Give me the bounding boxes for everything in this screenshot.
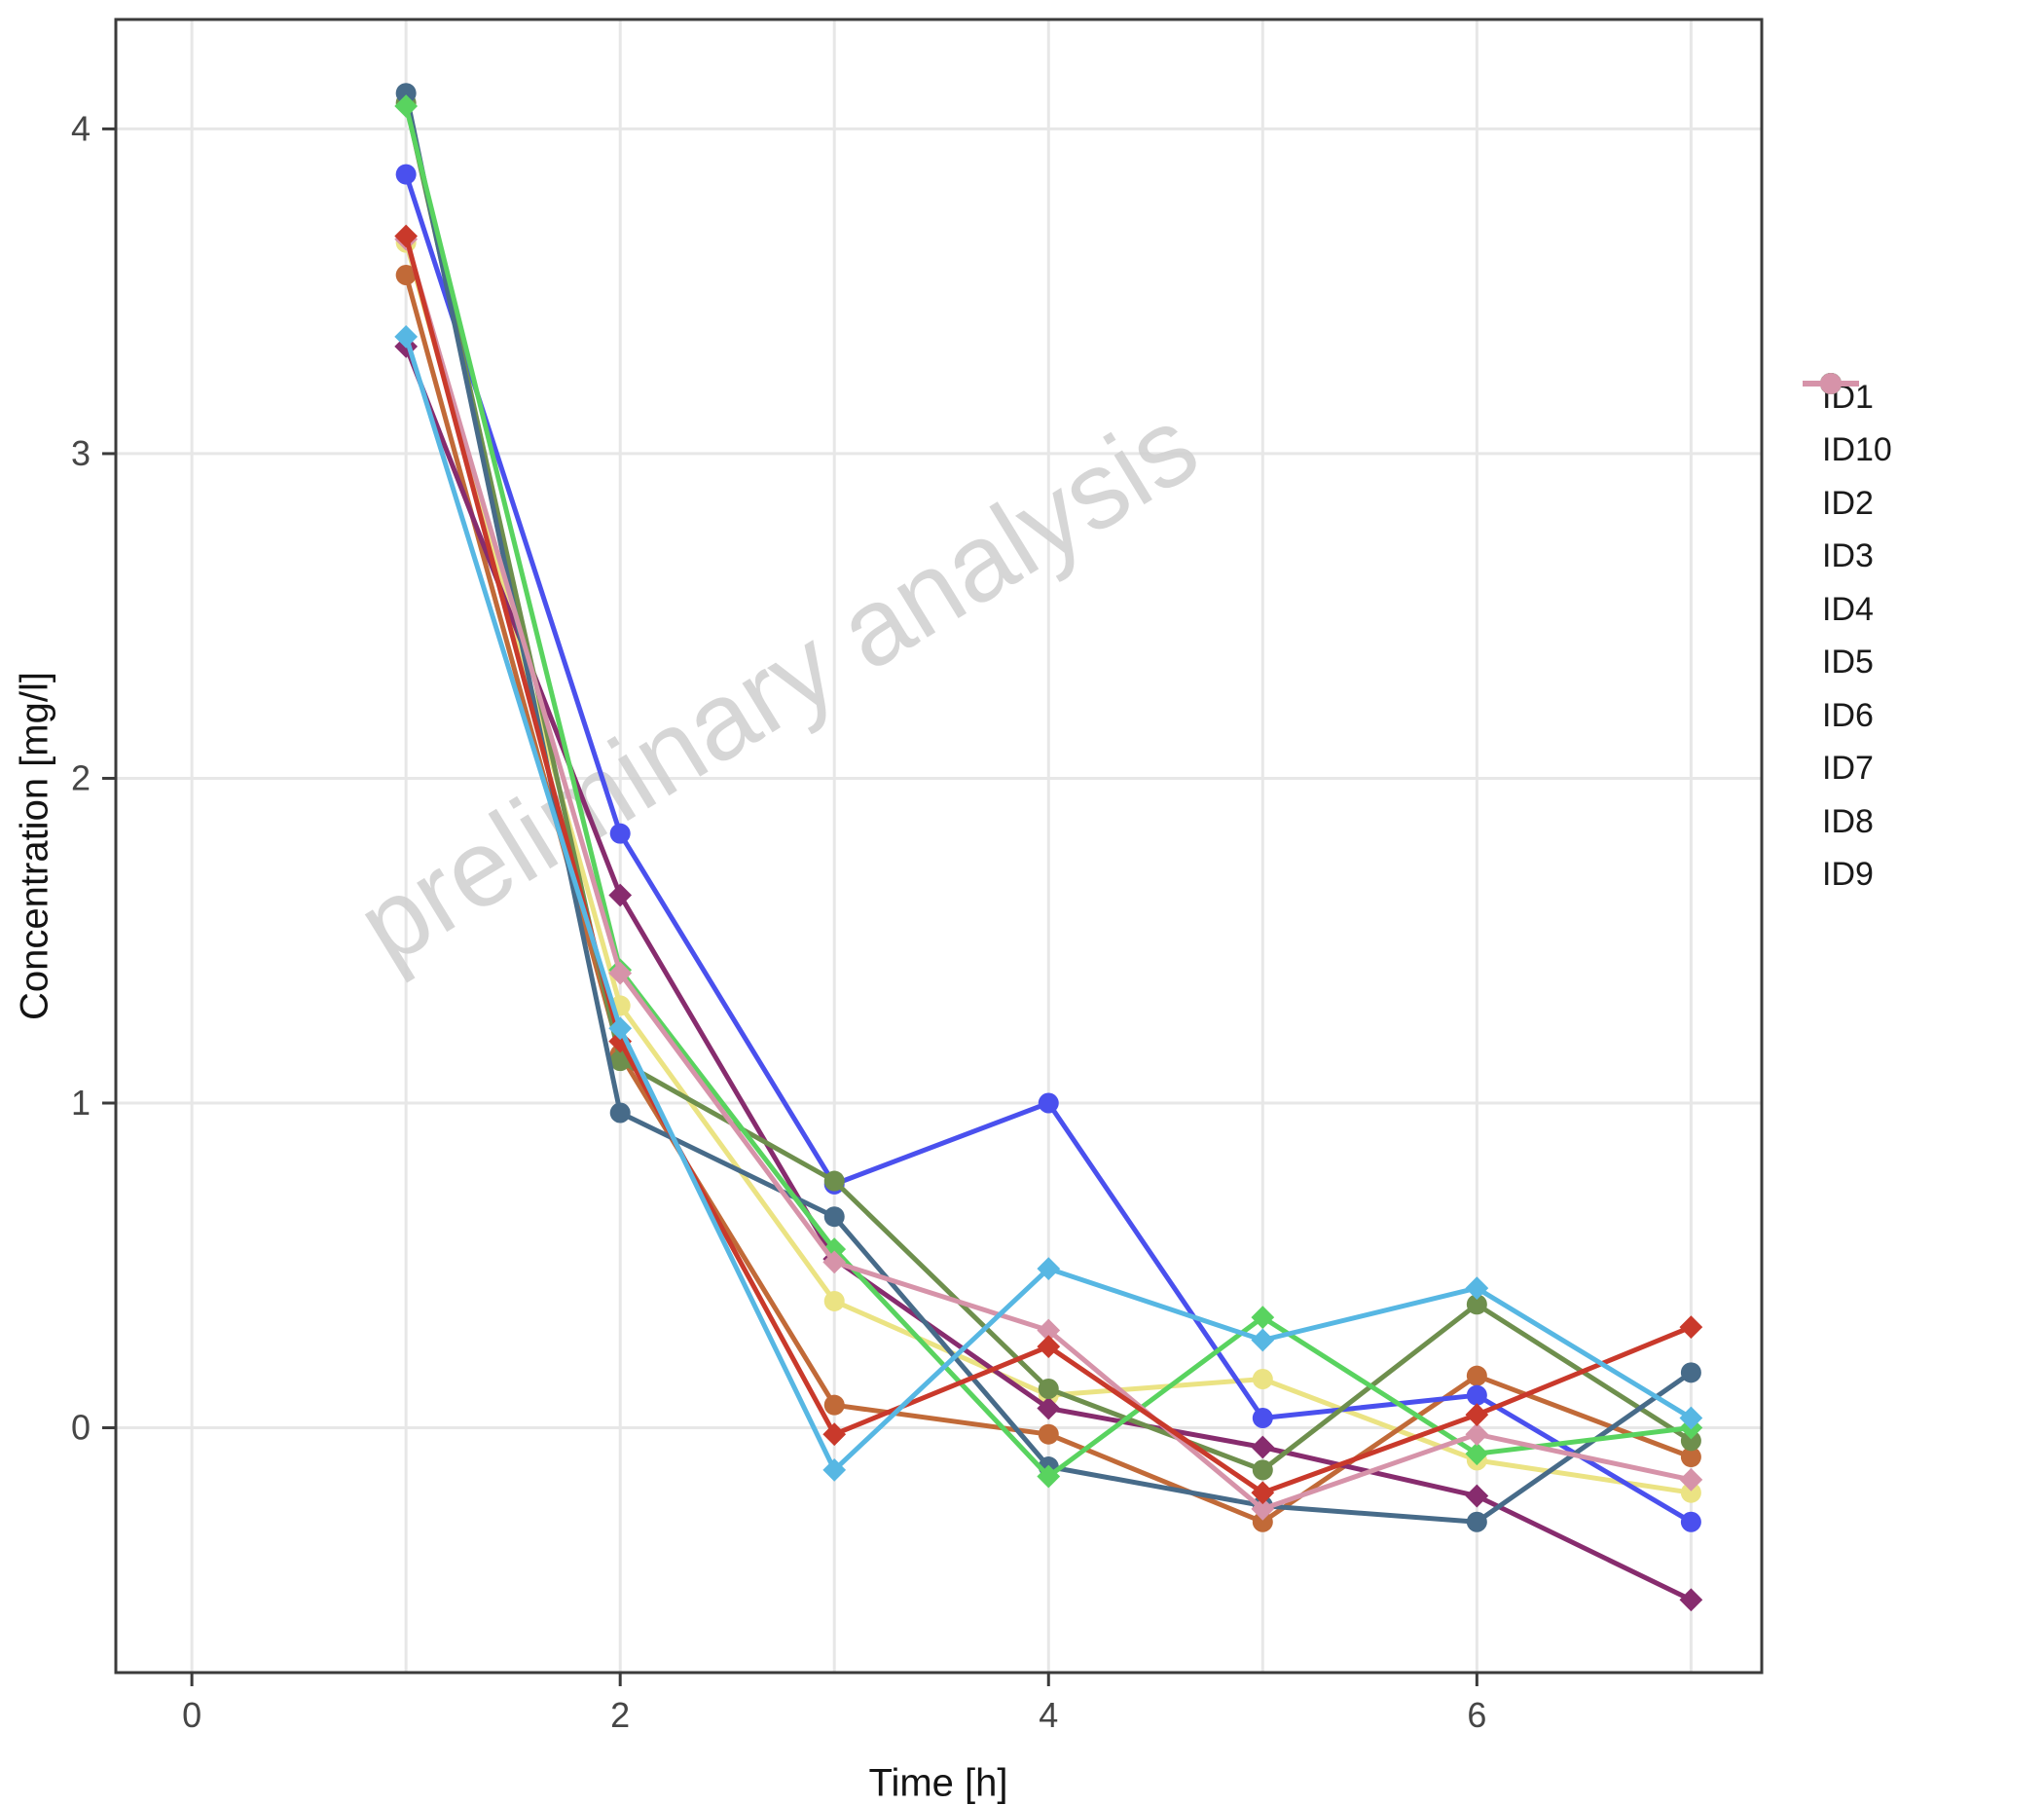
- y-tick-label: 4: [71, 108, 91, 148]
- axis-ticks: 0 2 4 6 0 1 2 3 4: [71, 108, 1486, 1735]
- data-point-ID10: [1465, 1403, 1489, 1427]
- data-point-ID2: [1252, 1459, 1273, 1481]
- series-ID9: [394, 227, 1703, 1521]
- data-point-ID7: [608, 883, 633, 907]
- legend-label-ID5: ID5: [1822, 644, 1874, 681]
- legend-label-ID6: ID6: [1822, 696, 1874, 734]
- legend-item-ID8: ID8: [1803, 373, 1892, 849]
- data-point-ID4: [395, 83, 417, 104]
- data-point-ID6: [822, 1457, 847, 1482]
- data-point-ID10: [394, 224, 419, 248]
- data-point-ID1: [1252, 1408, 1273, 1429]
- legend-label-ID2: ID2: [1822, 484, 1874, 522]
- legend-key-marker-icon: [1820, 373, 1842, 394]
- data-point-ID1: [609, 823, 631, 844]
- legend-label-ID10: ID10: [1822, 431, 1892, 469]
- data-point-ID3: [1252, 1368, 1273, 1389]
- data-point-ID2: [1466, 1294, 1487, 1315]
- legend-label-ID4: ID4: [1822, 590, 1874, 628]
- series-ID1: [395, 164, 1701, 1532]
- data-point-ID2: [1038, 1378, 1059, 1399]
- data-point-ID5: [1466, 1365, 1487, 1386]
- data-point-ID6: [394, 324, 419, 349]
- y-axis-title: Concentration [mg/l]: [13, 672, 56, 1020]
- y-tick-label: 0: [71, 1408, 91, 1448]
- legend-item-ID5: ID5: [1803, 373, 1892, 690]
- data-point-ID6: [1037, 1257, 1061, 1280]
- data-point-ID4: [609, 1102, 631, 1124]
- data-point-ID6: [1465, 1276, 1489, 1300]
- legend-item-ID10: ID10: [1803, 373, 1892, 478]
- x-axis-title: Time [h]: [868, 1761, 1008, 1805]
- data-point-ID4: [823, 1206, 845, 1228]
- x-tick-label: 4: [1039, 1695, 1058, 1735]
- data-point-ID9: [822, 1250, 847, 1274]
- series-ID6: [394, 324, 1703, 1482]
- data-point-ID9: [608, 961, 633, 985]
- x-tick-label: 0: [182, 1695, 201, 1735]
- data-point-ID4: [1466, 1511, 1487, 1532]
- data-point-ID7: [1037, 1396, 1061, 1420]
- y-tick-label: 2: [71, 757, 91, 797]
- legend-item-ID4: ID4: [1803, 373, 1892, 637]
- data-point-ID5: [395, 264, 417, 285]
- legend-label-ID8: ID8: [1822, 802, 1874, 840]
- data-point-ID7: [1679, 1588, 1703, 1612]
- legend-item-ID9: ID9: [1803, 373, 1892, 902]
- legend-label-ID7: ID7: [1822, 750, 1874, 788]
- data-point-ID6: [1251, 1328, 1275, 1352]
- data-point-ID5: [1038, 1423, 1059, 1445]
- gridlines: [116, 19, 1762, 1673]
- data-point-ID5: [823, 1394, 845, 1416]
- data-point-ID4: [1680, 1362, 1701, 1383]
- y-tick-label: 3: [71, 433, 91, 473]
- data-point-ID10: [822, 1422, 847, 1447]
- data-point-ID1: [1466, 1384, 1487, 1406]
- data-point-ID5: [1252, 1511, 1273, 1532]
- data-point-ID9: [1251, 1497, 1275, 1521]
- data-point-ID6: [1679, 1406, 1703, 1430]
- data-point-ID2: [823, 1170, 845, 1192]
- legend-label-ID9: ID9: [1822, 856, 1874, 894]
- legend-item-ID6: ID6: [1803, 373, 1892, 743]
- data-point-ID3: [823, 1290, 845, 1311]
- x-tick-label: 2: [610, 1695, 630, 1735]
- data-point-ID10: [1037, 1335, 1061, 1359]
- legend-key-ID9: [1803, 373, 1859, 394]
- data-point-ID7: [1251, 1435, 1275, 1459]
- legend-label-ID3: ID3: [1822, 537, 1874, 575]
- y-tick-label: 1: [71, 1083, 91, 1123]
- legend-item-ID7: ID7: [1803, 373, 1892, 796]
- data-point-ID2: [1680, 1430, 1701, 1452]
- panel-border: [114, 18, 1764, 1675]
- data-point-ID1: [395, 164, 417, 185]
- series-ID10: [394, 224, 1703, 1505]
- data-point-ID8: [1251, 1306, 1275, 1329]
- legend: ID1 ID10 ID2 ID3 ID4 ID5 ID6 ID7 ID8 ID9: [1803, 371, 1892, 902]
- data-point-ID9: [1679, 1468, 1703, 1492]
- legend-item-ID3: ID3: [1803, 373, 1892, 584]
- data-point-ID5: [1680, 1447, 1701, 1468]
- data-point-ID3: [1680, 1482, 1701, 1503]
- x-tick-label: 6: [1467, 1695, 1486, 1735]
- legend-item-ID2: ID2: [1803, 373, 1892, 531]
- data-point-ID10: [1251, 1481, 1275, 1505]
- data-point-ID1: [1680, 1511, 1701, 1532]
- data-point-ID1: [1038, 1092, 1059, 1114]
- data-point-ID10: [1679, 1315, 1703, 1340]
- series-group: [394, 83, 1703, 1612]
- data-point-ID7: [1465, 1484, 1489, 1508]
